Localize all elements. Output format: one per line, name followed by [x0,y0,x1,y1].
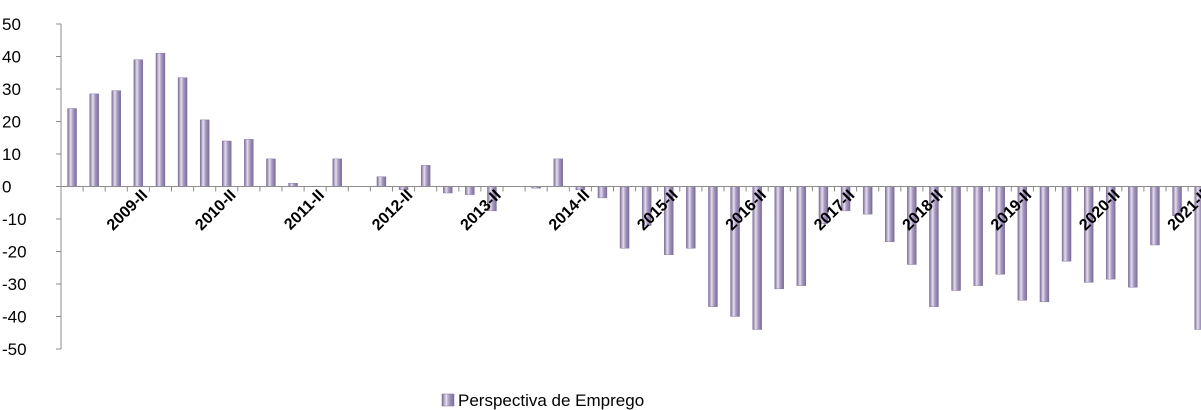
y-tick-label: 40 [2,48,21,67]
y-tick-label: 0 [2,178,11,197]
legend-swatch [441,393,455,407]
y-tick-label: 10 [2,145,21,164]
bar [862,186,873,215]
bar [774,186,784,290]
y-tick-label: -20 [2,243,27,262]
bar [67,108,77,187]
bar [89,93,99,187]
x-tick-label: 2014-II [546,187,593,234]
bar [177,77,188,187]
bar [796,186,807,286]
y-axis: 50 40 30 20 10 0 -10 -20 -30 -40 -50 [2,15,62,359]
bar [155,53,166,187]
bar [266,158,276,187]
bar-series [67,53,1201,330]
bar [133,59,144,187]
y-tick-label: 50 [2,15,21,34]
bar [111,90,121,187]
bar [619,186,630,249]
bar [973,186,983,286]
bar [885,186,895,242]
bar [1083,186,1094,283]
bar [951,186,961,291]
bar [244,139,254,187]
y-tick-label: -10 [2,210,27,229]
bar [553,158,563,187]
x-tick-label: 2016-II [723,187,770,234]
bar [597,186,608,199]
bar [332,158,342,187]
x-tick-label: 2013-II [458,187,505,234]
x-tick-label: 2020-II [1076,187,1123,234]
y-tick-label: 20 [2,113,21,132]
bar [1039,186,1050,303]
bar [222,140,232,187]
y-tick-label: -30 [2,275,27,294]
bar [1061,186,1072,262]
bar [199,119,210,187]
bar [465,186,475,195]
x-tick-label: 2017-II [811,187,858,234]
y-tick-label: 30 [2,80,21,99]
bar [686,186,696,249]
x-axis: 2009-II 2010-II 2011-II 2012-II 2013-II 2014-… [60,186,1201,234]
x-tick-label: 2015-II [634,187,681,234]
x-tick-label: 2010-II [192,187,239,234]
x-tick-label: 2018-II [900,187,947,234]
legend: Perspectiva de Emprego [441,391,644,410]
x-tick-label: 2009-II [104,187,151,234]
bar [1150,186,1160,246]
bar [708,186,718,307]
bar [376,176,387,187]
y-tick-label: -40 [2,308,27,327]
bar [443,186,453,194]
x-tick-label: 2019-II [988,187,1035,234]
bar [1128,186,1138,288]
x-tick-label: 2011-II [281,187,328,234]
y-tick-label: -50 [2,340,27,359]
legend-label: Perspectiva de Emprego [458,391,644,410]
bar [420,165,431,187]
x-tick-label: 2012-II [369,187,416,234]
